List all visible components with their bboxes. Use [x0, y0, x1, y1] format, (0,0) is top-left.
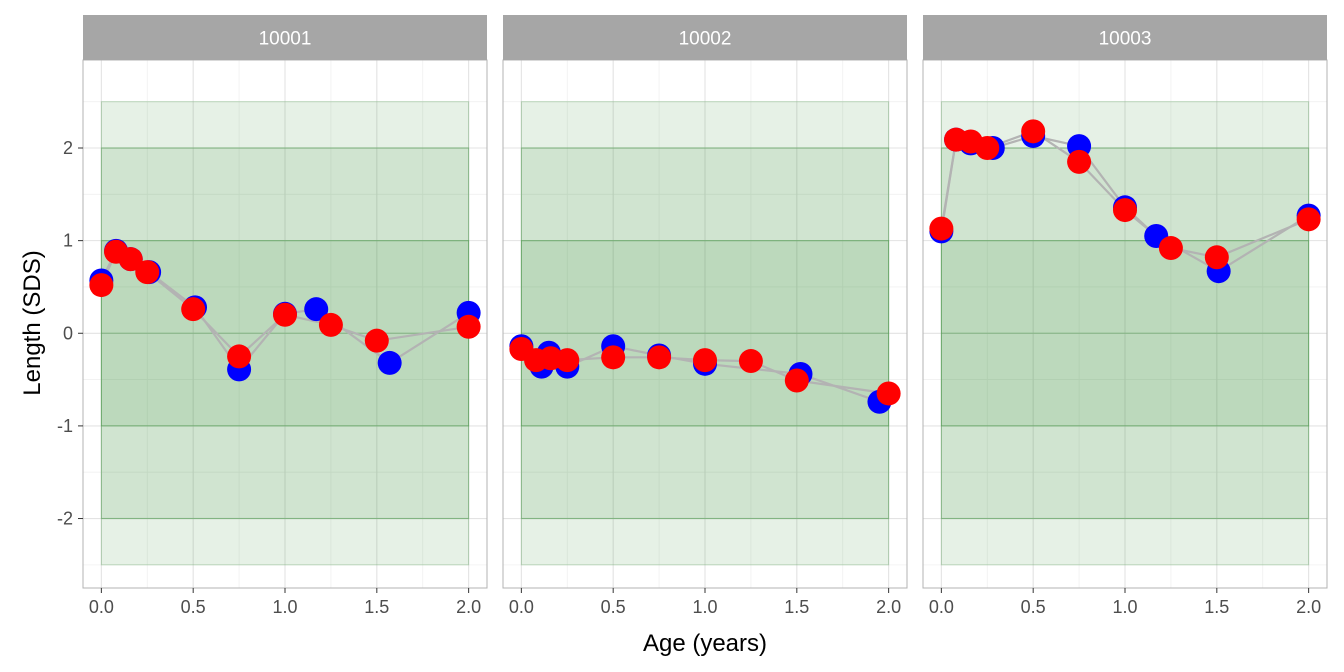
data-point-series-1 — [364, 328, 389, 353]
data-point-series-1 — [975, 136, 1000, 160]
y-tick-label: 2 — [63, 138, 73, 158]
x-tick-label: 1.0 — [272, 597, 297, 617]
facet-strip-label: 10001 — [259, 29, 312, 50]
facet-strip — [503, 15, 907, 60]
data-point-series-1 — [1067, 149, 1092, 174]
reference-band-2 — [940, 240, 1310, 427]
data-point-series-0 — [304, 297, 329, 322]
reference-band-2 — [100, 240, 470, 427]
facet-panel-10002: 10002 0.0 0.5 1.0 1.5 2.0 — [502, 15, 908, 617]
x-tick-label: 1.0 — [692, 597, 717, 617]
data-point-series-1 — [876, 381, 901, 406]
facet-panel-10001: 10001 0.0 0.5 1.0 1.5 2.0 — [82, 15, 488, 617]
x-axis-title: Age (years) — [643, 630, 767, 657]
data-point-series-1 — [89, 273, 114, 298]
facet-panel-10003: 10003 0.0 0.5 1.0 1.5 2.0 — [922, 15, 1328, 617]
data-point-series-1 — [555, 348, 580, 373]
reference-band-0 — [520, 101, 890, 566]
reference-band-1 — [100, 147, 470, 520]
data-point-series-1 — [181, 297, 206, 322]
x-tick-label: 2.0 — [1296, 597, 1321, 617]
facet-strip — [83, 15, 487, 60]
data-point-series-1 — [929, 216, 954, 241]
y-tick-label: -2 — [57, 509, 73, 529]
x-tick-label: 1.5 — [784, 597, 809, 617]
x-tick-label: 0.0 — [929, 597, 954, 617]
x-tick-label: 0.0 — [509, 597, 534, 617]
data-point-series-1 — [1158, 236, 1183, 261]
reference-band-0 — [100, 101, 470, 566]
x-tick-label: 2.0 — [876, 597, 901, 617]
data-point-series-1 — [784, 368, 809, 393]
data-point-series-1 — [738, 349, 763, 374]
reference-band-1 — [520, 147, 890, 520]
x-tick-label: 1.5 — [364, 597, 389, 617]
facet-strip-label: 10003 — [1099, 29, 1152, 50]
data-point-series-1 — [601, 345, 626, 370]
data-point-series-1 — [1296, 207, 1321, 232]
x-tick-label: 2.0 — [456, 597, 481, 617]
x-tick-label: 0.0 — [89, 597, 114, 617]
y-tick-label: -1 — [57, 416, 73, 436]
data-point-series-1 — [1204, 245, 1229, 270]
data-point-series-1 — [693, 348, 717, 373]
data-point-series-1 — [135, 260, 160, 285]
data-point-series-1 — [647, 345, 672, 370]
data-point-series-1 — [273, 302, 297, 327]
data-point-series-1 — [318, 312, 343, 337]
reference-band-0 — [940, 101, 1310, 566]
data-point-series-1 — [456, 314, 481, 339]
data-point-series-1 — [227, 344, 252, 369]
y-axis-title: Length (SDS) — [19, 250, 46, 395]
reference-band-2 — [520, 240, 890, 427]
x-tick-label: 0.5 — [601, 597, 626, 617]
y-tick-label: 1 — [63, 231, 73, 251]
x-tick-label: 1.0 — [1112, 597, 1137, 617]
data-point-series-0 — [377, 350, 402, 375]
y-tick-label: 0 — [63, 323, 73, 343]
data-point-series-1 — [1021, 119, 1046, 144]
facet-strip-label: 10002 — [679, 29, 732, 50]
x-tick-label: 1.5 — [1204, 597, 1229, 617]
data-point-series-1 — [1113, 198, 1137, 223]
data-point-series-1 — [118, 247, 143, 272]
x-tick-label: 0.5 — [1021, 597, 1046, 617]
x-tick-label: 0.5 — [181, 597, 206, 617]
facet-strip — [923, 15, 1327, 60]
